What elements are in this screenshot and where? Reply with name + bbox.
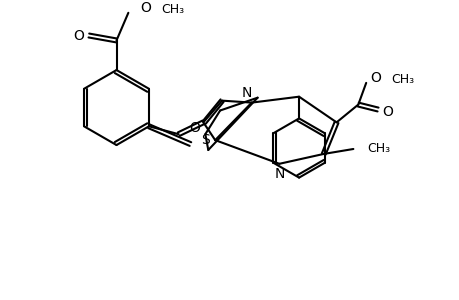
Text: N: N: [274, 167, 284, 181]
Text: S: S: [201, 133, 209, 147]
Text: N: N: [241, 86, 252, 100]
Text: O: O: [381, 106, 392, 119]
Text: CH₃: CH₃: [390, 74, 413, 86]
Text: O: O: [73, 28, 84, 43]
Text: O: O: [140, 1, 151, 15]
Text: O: O: [370, 71, 381, 85]
Text: O: O: [189, 121, 200, 135]
Text: CH₃: CH₃: [366, 142, 389, 155]
Text: CH₃: CH₃: [161, 3, 184, 16]
